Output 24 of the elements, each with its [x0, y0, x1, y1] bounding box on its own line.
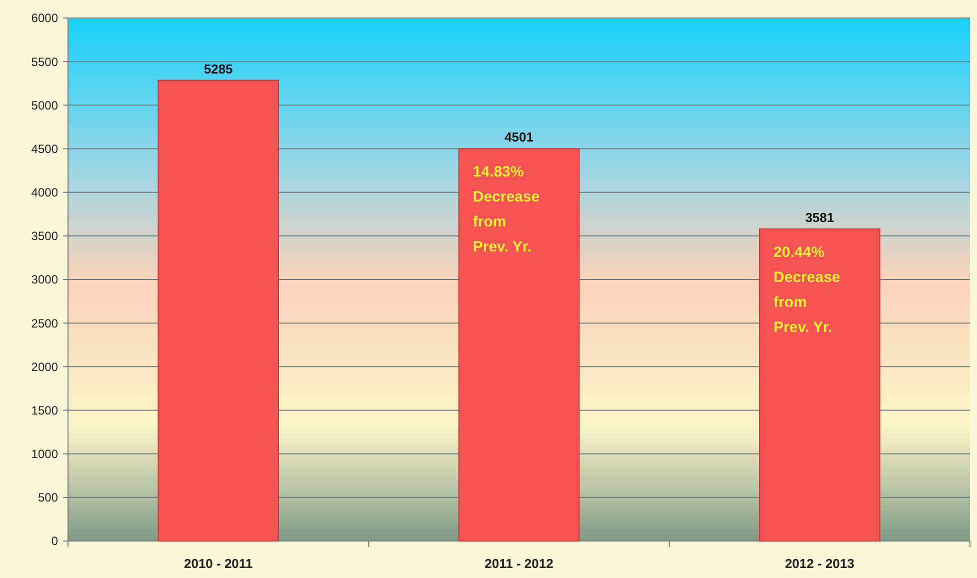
bar	[158, 80, 279, 542]
x-tick-label: 2010 - 2011	[184, 556, 253, 571]
y-tick-label: 6000	[31, 11, 58, 26]
y-tick-label: 5000	[31, 98, 58, 112]
annotation: 20.44% Decrease from Prev. Yr.	[774, 244, 840, 336]
y-tick-label: 3500	[31, 229, 58, 244]
data-label: 3581	[805, 210, 834, 225]
x-tick-label: 2012 - 2013	[784, 556, 854, 571]
y-tick-label: 5500	[31, 54, 58, 69]
y-tick-label: 2000	[31, 360, 58, 374]
x-tick-label: 2011 - 2012	[484, 556, 554, 571]
bar	[759, 228, 880, 542]
y-tick-label: 0	[51, 534, 58, 548]
y-tick-label: 4500	[31, 142, 58, 156]
y-tick-label: 2500	[31, 316, 58, 330]
annotation: 14.83% Decrease from Prev. Yr.	[472, 164, 540, 256]
data-label: 4501	[504, 130, 534, 145]
y-tick-label: 4000	[31, 186, 58, 200]
bar	[458, 148, 580, 542]
y-tick-label: 1000	[31, 447, 58, 462]
y-tick-label: 3000	[31, 272, 58, 287]
y-tick-label: 500	[38, 490, 58, 505]
y-tick-label: 1500	[31, 403, 58, 418]
data-label: 5285	[204, 61, 233, 76]
